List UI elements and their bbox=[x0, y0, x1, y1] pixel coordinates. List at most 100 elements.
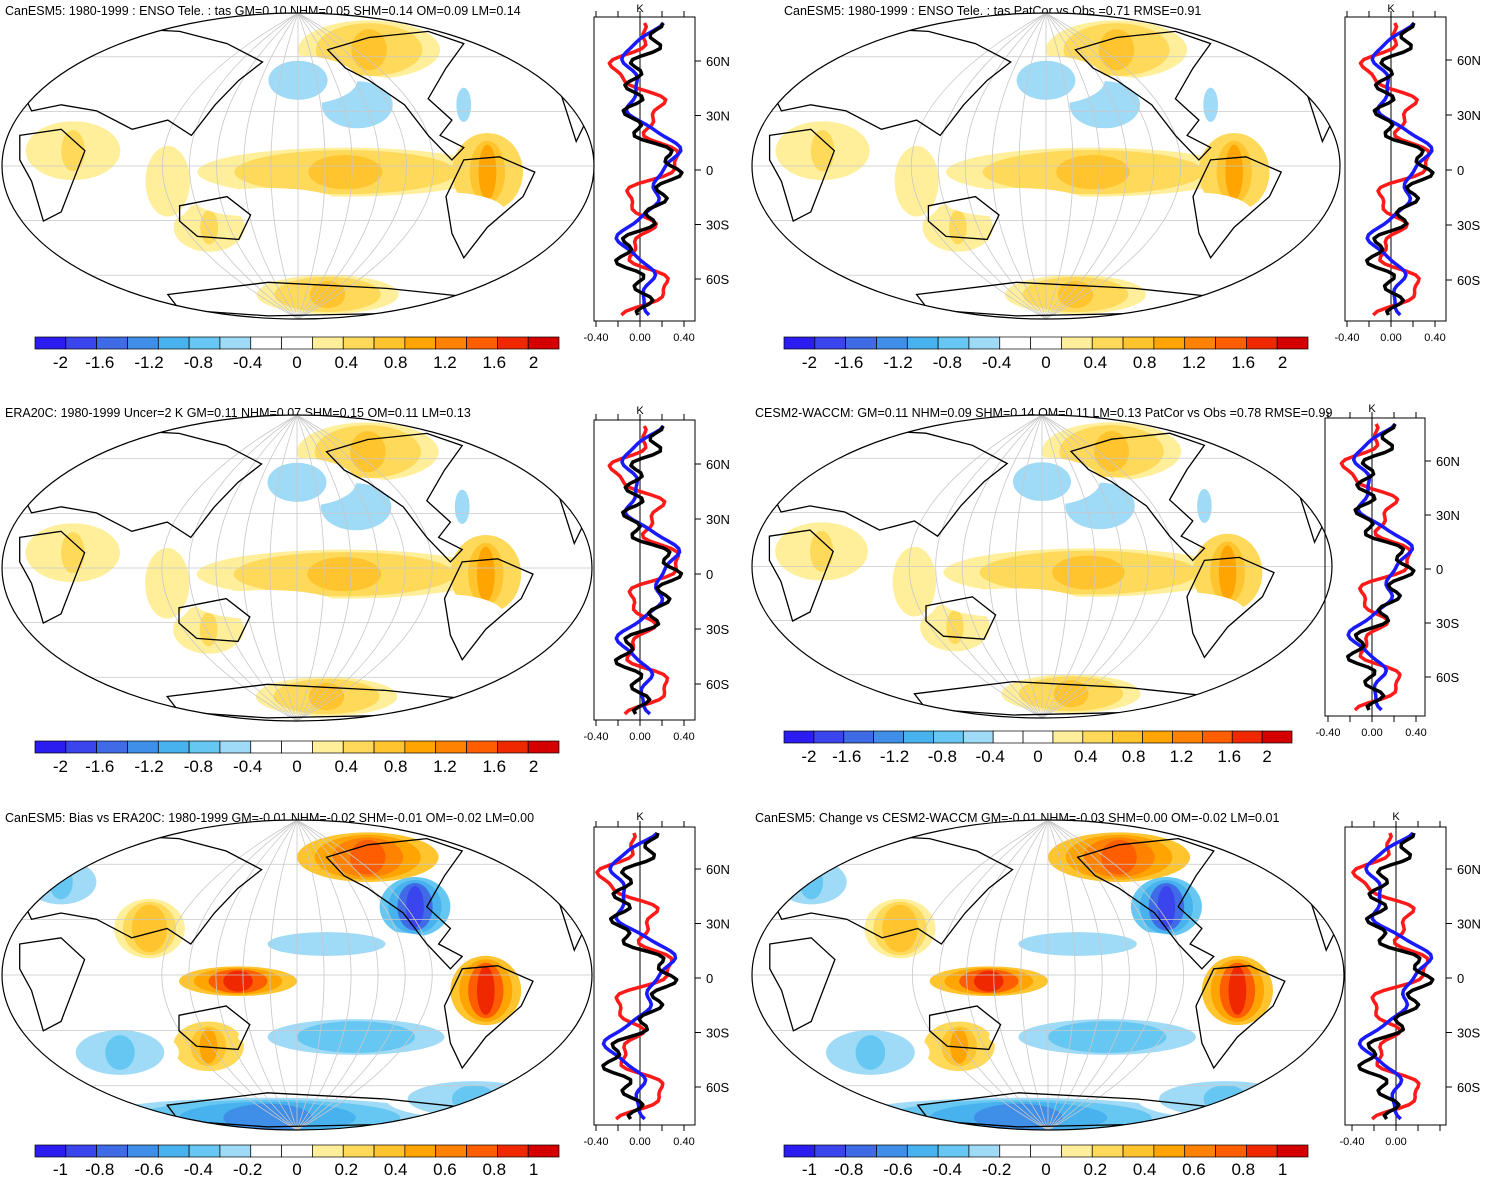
profile-lat-label: 60S bbox=[1457, 1080, 1480, 1095]
colorbar-swatch bbox=[342, 1144, 375, 1158]
zonal-profile: K -0.40 0.00 60N 30N 0 30S 60S bbox=[1339, 811, 1480, 1148]
colorbar-swatch bbox=[65, 336, 97, 350]
anomaly-blob bbox=[1052, 555, 1125, 590]
profile-curve-black bbox=[1357, 832, 1435, 1120]
anomaly-blob bbox=[338, 486, 374, 528]
colorbar-label: 2 bbox=[529, 353, 538, 372]
colorbar-label: 0.6 bbox=[1182, 1160, 1206, 1179]
profile-curve-black bbox=[613, 425, 684, 715]
map-panel bbox=[751, 414, 1333, 719]
anomaly-blob bbox=[891, 907, 909, 950]
colorbar-swatch bbox=[157, 336, 190, 350]
colorbar-swatch bbox=[65, 740, 97, 754]
profile-unit: K bbox=[1387, 3, 1395, 15]
colorbar-swatch bbox=[466, 336, 498, 350]
anomaly-blob bbox=[1053, 680, 1089, 708]
colorbar: -2 -1.6 -1.2 -0.8 -0.4 0 0.4 0.8 1.2 1.6 2 bbox=[783, 336, 1309, 372]
profile-lat-label: 60N bbox=[1436, 454, 1460, 469]
profile-lat-label: 60N bbox=[706, 862, 730, 877]
panel-title: CanESM5: 1980-1999 : ENSO Tele. : tas Pa… bbox=[784, 4, 1202, 18]
profile-lat-label: 60N bbox=[706, 54, 730, 69]
anomaly-blob bbox=[810, 130, 835, 172]
profile-curve-red bbox=[1358, 22, 1431, 317]
profile-unit: K bbox=[1392, 811, 1400, 823]
profile-lat-label: 30N bbox=[706, 109, 730, 124]
profile-lat-label: 30S bbox=[706, 1026, 729, 1041]
anomaly-blob bbox=[1225, 144, 1243, 200]
colorbar-swatch bbox=[999, 1144, 1031, 1158]
colorbar-swatch bbox=[527, 740, 560, 754]
anomaly-blob bbox=[1228, 966, 1247, 1015]
colorbar-label: 1.2 bbox=[433, 757, 457, 776]
profile-frame bbox=[1324, 417, 1426, 717]
anomaly-blob bbox=[1082, 485, 1118, 527]
graticule bbox=[2, 415, 592, 721]
colorbar-swatch bbox=[96, 740, 128, 754]
profile-xtick-label: 0.40 bbox=[673, 731, 694, 743]
profile-curve-black bbox=[1346, 423, 1416, 711]
profile-lat-label: 30S bbox=[706, 218, 729, 233]
profile-lat-label: 0 bbox=[706, 971, 713, 986]
map-border bbox=[751, 414, 1333, 719]
map-border bbox=[1, 414, 593, 722]
colorbar-label: 0.8 bbox=[1122, 747, 1146, 766]
profile-lat-label: 0 bbox=[1457, 971, 1464, 986]
colorbar-label: 0 bbox=[292, 757, 301, 776]
colorbar-swatch bbox=[845, 336, 877, 350]
colorbar-swatch bbox=[783, 1144, 816, 1158]
map-border bbox=[1, 819, 593, 1131]
anomaly-blob bbox=[339, 84, 375, 126]
anomaly-blob bbox=[431, 198, 461, 226]
panel-title: CanESM5: Bias vs ERA20C: 1980-1999 GM=-0… bbox=[5, 811, 535, 825]
colorbar-swatch bbox=[1122, 1144, 1155, 1158]
anomaly-blob bbox=[160, 153, 176, 209]
anomaly-blob bbox=[1048, 933, 1108, 955]
colorbar-label: -0.4 bbox=[184, 1160, 213, 1179]
colorbar-swatch bbox=[188, 1144, 221, 1158]
colorbar-label: 1.6 bbox=[482, 757, 506, 776]
colorbar-swatch bbox=[373, 740, 406, 754]
anomaly-blob bbox=[308, 682, 345, 711]
colorbar-label: 1.6 bbox=[482, 353, 506, 372]
profile-lat-label: 60N bbox=[706, 457, 730, 472]
colorbar-label: 1.2 bbox=[433, 353, 457, 372]
map-panel bbox=[751, 12, 1341, 320]
colorbar-swatch bbox=[342, 336, 375, 350]
map-panel bbox=[1, 12, 595, 320]
colorbar-swatch bbox=[1052, 730, 1084, 744]
anomaly-blob bbox=[1157, 885, 1176, 928]
anomaly-blob bbox=[1203, 87, 1218, 122]
anomaly-blob bbox=[249, 594, 286, 616]
colorbar-swatch bbox=[968, 336, 1001, 350]
profile-xtick-label: 0.40 bbox=[1405, 727, 1426, 739]
colorbar-swatch bbox=[127, 336, 159, 350]
map-border bbox=[751, 819, 1345, 1131]
profile-lat-label: 30N bbox=[1436, 508, 1460, 523]
colorbar-swatch bbox=[814, 336, 846, 350]
profile-lat-label: 60S bbox=[706, 272, 729, 287]
profile-xtick-label: -0.40 bbox=[583, 731, 608, 743]
colorbar-label: 0.8 bbox=[1231, 1160, 1255, 1179]
anomaly-blob bbox=[810, 530, 834, 572]
colorbar-label: 0 bbox=[292, 353, 301, 372]
profile-unit: K bbox=[636, 3, 644, 15]
colorbar-swatch bbox=[1091, 1144, 1124, 1158]
colorbar-swatch bbox=[127, 740, 159, 754]
anomaly-blob bbox=[326, 1023, 386, 1051]
profile-unit: K bbox=[636, 811, 644, 823]
profile-lat-label: 30S bbox=[1457, 1026, 1480, 1041]
colorbar-swatch bbox=[1142, 730, 1173, 744]
colorbar-swatch bbox=[1091, 336, 1124, 350]
colorbar-label: 0.4 bbox=[1083, 353, 1107, 372]
colorbar-swatch bbox=[96, 1144, 128, 1158]
anomaly-blob bbox=[855, 1035, 886, 1070]
profile-lat-label: 30S bbox=[706, 622, 729, 637]
colorbar-swatch bbox=[127, 1144, 159, 1158]
profile-curve-red bbox=[607, 22, 680, 317]
profile-frame bbox=[593, 16, 696, 322]
profile-curve-red bbox=[595, 832, 674, 1121]
colorbar: -1 -0.8 -0.6 -0.4 -0.2 0 0.2 0.4 0.6 0.8 1 bbox=[34, 1144, 560, 1179]
anomaly-blob bbox=[61, 532, 85, 574]
colorbar-swatch bbox=[34, 336, 67, 350]
colorbar-swatch bbox=[876, 336, 908, 350]
